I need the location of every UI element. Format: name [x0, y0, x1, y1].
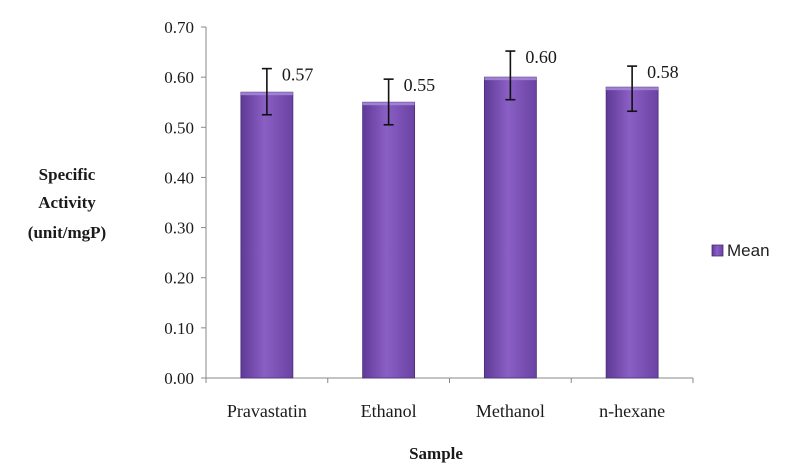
x-tick-label: Methanol: [476, 401, 545, 421]
legend-swatch: [711, 244, 724, 257]
x-tick-label: Pravastatin: [227, 401, 307, 421]
bar: [483, 76, 537, 379]
y-tick-label: 0.40: [164, 168, 194, 187]
y-tick-label: 0.50: [164, 118, 194, 137]
x-axis-title: Sample: [409, 444, 463, 463]
y-axis-title-line-2: Activity: [38, 193, 96, 212]
y-tick-label: 0.00: [164, 369, 194, 388]
data-label: 0.55: [404, 75, 436, 95]
axes: 0.00 0.10 0.20 0.30 0.40 0.50 0.60 0.70: [164, 18, 694, 388]
y-tick-label: 0.60: [164, 68, 194, 87]
legend-label: Mean: [727, 241, 770, 260]
bar: [362, 101, 416, 379]
data-label: 0.57: [282, 65, 314, 85]
y-tick-label: 0.20: [164, 269, 194, 288]
legend: Mean: [711, 241, 770, 260]
bar: [240, 91, 294, 379]
y-axis-title-line-3: (unit/mgP): [28, 223, 106, 242]
y-axis-title-line-1: Specific: [39, 165, 96, 184]
data-label: 0.60: [525, 47, 557, 67]
labels: 0.57 Pravastatin 0.55 Ethanol 0.60 Methanol 0.…: [227, 47, 679, 421]
y-tick-label: 0.70: [164, 18, 194, 37]
bar: [605, 86, 659, 379]
data-label: 0.58: [647, 62, 679, 82]
y-tick-label: 0.30: [164, 219, 194, 238]
bars: [240, 76, 659, 379]
y-tick-label: 0.10: [164, 319, 194, 338]
error-bars: [261, 50, 638, 126]
x-tick-label: Ethanol: [361, 401, 417, 421]
x-tick-label: n-hexane: [599, 401, 665, 421]
